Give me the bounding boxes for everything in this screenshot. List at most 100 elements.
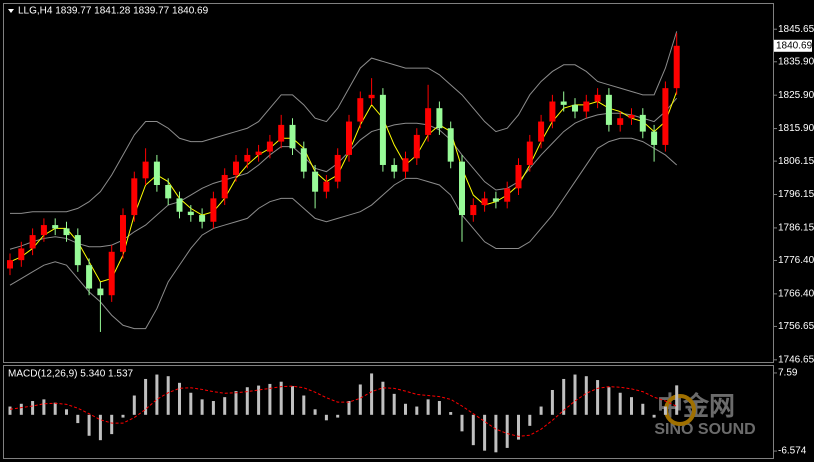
macd-bar: [178, 382, 181, 415]
macd-title: MACD(12,26,9) 5.340 1.537: [8, 369, 134, 380]
y-tick-label: 1786.15: [778, 223, 814, 234]
candle-body: [153, 161, 160, 186]
macd-bar: [302, 395, 306, 415]
candle-body: [210, 198, 217, 222]
candle-body: [413, 134, 420, 159]
candle-body: [526, 141, 533, 165]
candle-body: [447, 128, 454, 162]
macd-bar: [8, 406, 12, 415]
macd-bar: [313, 409, 317, 415]
candle-body: [391, 164, 398, 172]
watermark-brand: SINO SOUND: [654, 421, 755, 438]
candle-body: [244, 154, 251, 162]
macd-bar: [562, 378, 566, 415]
candle-body: [459, 161, 465, 216]
candle-body: [278, 124, 285, 142]
candle-body: [515, 164, 522, 189]
y-tick-label: 1766.40: [778, 289, 814, 300]
macd-bar: [550, 389, 554, 415]
candle-body: [255, 151, 262, 155]
candle-body: [346, 121, 352, 155]
signal-line: [9, 385, 677, 437]
macd-bar: [65, 409, 68, 415]
y-tick-label: 1815.90: [778, 123, 814, 134]
macd-bar: [539, 406, 543, 415]
y-tick-label: 1756.65: [778, 321, 814, 332]
macd-bar: [517, 414, 520, 440]
macd-bar: [494, 414, 498, 453]
y-tick-label: 1776.40: [778, 255, 814, 266]
y-tick-label: -6.574: [778, 446, 807, 457]
macd-bar: [53, 402, 57, 415]
macd-bar: [663, 406, 667, 415]
candle-body: [97, 288, 104, 296]
macd-bar: [641, 403, 645, 415]
candle-body: [436, 108, 443, 129]
panel-menu-arrow[interactable]: [8, 9, 14, 13]
candle-body: [86, 265, 93, 289]
watermark-logo: 中金网: [657, 391, 735, 421]
candle-body: [40, 225, 47, 236]
macd-bar: [584, 376, 588, 415]
y-tick-label: 1835.90: [778, 56, 814, 67]
candle-body: [594, 94, 601, 102]
macd-bar: [415, 406, 419, 415]
candle-body: [538, 121, 545, 142]
macd-bar: [279, 381, 283, 415]
candle-body: [492, 198, 499, 202]
macd-bar: [223, 397, 227, 415]
candle-body: [289, 124, 296, 149]
candle-body: [300, 148, 307, 172]
candle-body: [334, 154, 341, 182]
macd-bar: [257, 385, 261, 415]
macd-bar: [483, 414, 487, 451]
candle-body: [312, 171, 319, 192]
candle-body: [131, 178, 138, 216]
candle-body: [504, 188, 511, 202]
candle-body: [7, 260, 13, 269]
macd-bar: [324, 414, 328, 421]
candle-body: [221, 174, 228, 199]
macd-bar: [166, 376, 170, 415]
candle-body: [402, 158, 409, 172]
macd-bar: [607, 387, 611, 415]
candle-body: [379, 94, 386, 165]
macd-bar: [42, 399, 46, 415]
candle-body: [63, 228, 70, 236]
candle-body: [572, 104, 578, 112]
macd-bar: [98, 414, 102, 441]
candle-body: [368, 94, 375, 99]
macd-bar: [618, 392, 622, 415]
macd-bar: [87, 414, 91, 436]
y-tick-label: 1796.15: [778, 189, 814, 200]
macd-bar: [31, 401, 35, 415]
overlay-line: [10, 31, 678, 214]
macd-bar: [347, 401, 351, 415]
candle-body: [628, 114, 635, 119]
last-price-label: 1840.69: [776, 40, 813, 51]
candle-body: [108, 251, 115, 296]
macd-bar: [19, 403, 23, 415]
macd-bar: [528, 414, 532, 426]
macd-bar: [381, 381, 385, 415]
candle-body: [549, 101, 556, 122]
candle-body: [639, 114, 646, 132]
candle-body: [18, 248, 25, 261]
overlay-line: [9, 97, 678, 250]
macd-bar: [596, 380, 600, 415]
macd-bar: [189, 392, 193, 415]
macd-bar: [449, 412, 453, 415]
macd-bar: [76, 414, 80, 424]
last-price-tag: [774, 39, 812, 52]
candle-body: [74, 235, 81, 266]
macd-panel-frame: [3, 365, 774, 459]
candle-body: [470, 205, 477, 216]
macd-bar: [268, 383, 272, 415]
y-tick-label: 1806.15: [778, 156, 814, 167]
macd-bar: [358, 384, 362, 415]
candle-body: [52, 225, 59, 229]
overlay-line: [9, 137, 678, 330]
macd-bar: [460, 414, 464, 432]
macd-bar: [155, 374, 159, 415]
